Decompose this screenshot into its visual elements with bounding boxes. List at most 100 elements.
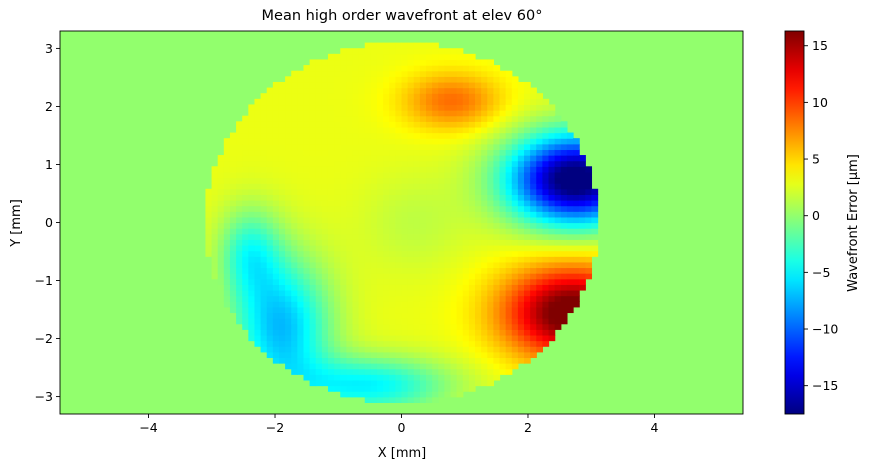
heatmap-cell [554, 132, 562, 139]
heatmap-cell [236, 295, 243, 302]
heatmap-cell [542, 138, 550, 145]
heatmap-cell [334, 256, 341, 263]
heatmap-cell [278, 132, 286, 139]
heatmap-cell [327, 351, 335, 359]
heatmap-cell [291, 126, 298, 134]
heatmap-cell [266, 205, 274, 212]
heatmap-cell [291, 166, 298, 173]
heatmap-cell [432, 98, 439, 106]
heatmap-cell [383, 166, 390, 173]
heatmap-cell [383, 363, 390, 370]
heatmap-cell [327, 244, 335, 252]
heatmap-cell [327, 138, 335, 145]
heatmap-cell [450, 261, 458, 269]
heatmap-cell [309, 256, 317, 263]
heatmap-cell [278, 340, 286, 347]
heatmap-cell [456, 132, 464, 139]
heatmap-cell [327, 70, 335, 77]
colorbar-tick-label: 10 [812, 95, 828, 110]
heatmap-cell [426, 391, 433, 398]
heatmap-cell [370, 171, 378, 179]
heatmap-cell [278, 200, 286, 207]
heatmap-cell [432, 261, 439, 269]
heatmap-cell [444, 81, 452, 89]
heatmap-cell [248, 301, 256, 308]
heatmap-cell [297, 104, 305, 111]
heatmap-cell [401, 340, 409, 347]
heatmap-cell [376, 183, 384, 190]
heatmap-cell [278, 171, 286, 179]
heatmap-cell [450, 368, 458, 375]
heatmap-cell [352, 87, 360, 94]
heatmap-cell [315, 194, 323, 201]
heatmap-cell [524, 351, 531, 359]
heatmap-cell [407, 233, 415, 240]
heatmap-cell [352, 256, 360, 263]
heatmap-cell [376, 351, 384, 359]
heatmap-cell [370, 166, 378, 173]
heatmap-cell [291, 200, 298, 207]
heatmap-cell [254, 278, 262, 285]
heatmap-cell [266, 312, 274, 319]
heatmap-cell [462, 379, 470, 387]
heatmap-cell [370, 87, 378, 94]
heatmap-cell [321, 261, 329, 269]
heatmap-cell [236, 126, 243, 134]
heatmap-cell [376, 312, 384, 319]
heatmap-cell [285, 177, 292, 184]
heatmap-cell [475, 110, 482, 117]
heatmap-cell [524, 126, 531, 134]
heatmap-cell [524, 267, 531, 274]
heatmap-cell [542, 216, 550, 224]
heatmap-cell [278, 261, 286, 269]
heatmap-cell [272, 93, 280, 100]
heatmap-cell [481, 76, 488, 83]
heatmap-cell [327, 132, 335, 139]
heatmap-cell [297, 261, 305, 269]
heatmap-cell [542, 306, 550, 314]
heatmap-cell [468, 132, 476, 139]
heatmap-cell [376, 374, 384, 381]
heatmap-cell [450, 200, 458, 207]
heatmap-cell [334, 289, 341, 297]
heatmap-cell [401, 329, 409, 336]
heatmap-cell [389, 239, 396, 246]
heatmap-cell [383, 177, 390, 184]
heatmap-cell [419, 385, 427, 392]
heatmap-cell [346, 166, 354, 173]
heatmap-cell [321, 312, 329, 319]
heatmap-cell [260, 177, 268, 184]
heatmap-cell [493, 346, 501, 353]
heatmap-cell [236, 138, 243, 145]
heatmap-cell [340, 70, 347, 77]
heatmap-cell [591, 239, 599, 246]
heatmap-cell [462, 166, 470, 173]
heatmap-cell [579, 166, 586, 173]
heatmap-cell [211, 183, 219, 190]
heatmap-cell [438, 211, 445, 218]
heatmap-cell [383, 233, 390, 240]
heatmap-cell [511, 81, 519, 89]
heatmap-cell [413, 155, 421, 162]
heatmap-cell [407, 70, 415, 77]
heatmap-cell [278, 267, 286, 274]
heatmap-cell [358, 200, 366, 207]
heatmap-cell [450, 65, 458, 72]
heatmap-cell [370, 177, 378, 184]
heatmap-cell [407, 149, 415, 156]
heatmap-cell [426, 166, 433, 173]
heatmap-cell [493, 256, 501, 263]
heatmap-cell [370, 48, 378, 55]
heatmap-cell [413, 295, 421, 302]
heatmap-cell [517, 329, 525, 336]
heatmap-cell [517, 171, 525, 179]
heatmap-cell [352, 70, 360, 77]
heatmap-cell [444, 357, 452, 364]
heatmap-cell [334, 121, 341, 128]
heatmap-cell [542, 239, 550, 246]
heatmap-cell [383, 312, 390, 319]
heatmap-cell [260, 171, 268, 179]
heatmap-cell [364, 205, 372, 212]
heatmap-cell [205, 222, 213, 229]
heatmap-cell [223, 261, 231, 269]
